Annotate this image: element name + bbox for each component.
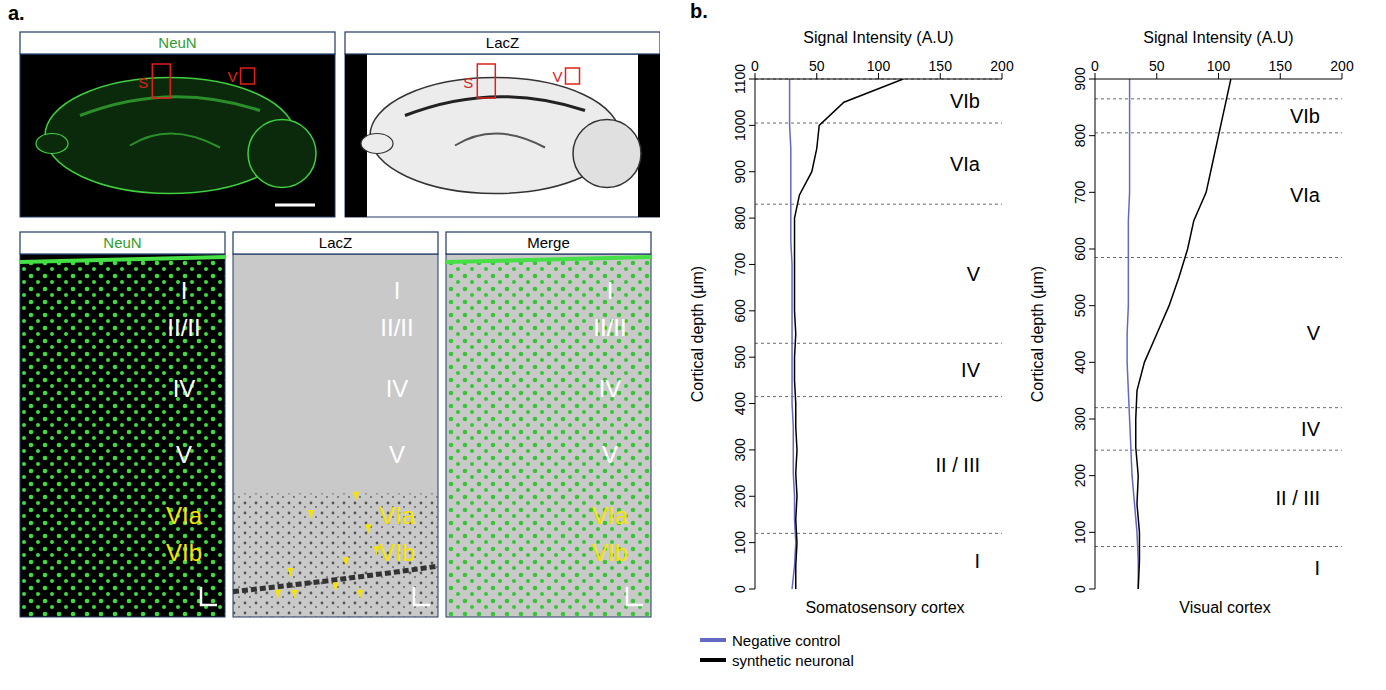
svg-text:VIb: VIb [592, 539, 628, 566]
svg-text:VIa: VIa [950, 153, 981, 175]
svg-text:VIb: VIb [166, 539, 202, 566]
svg-text:700: 700 [732, 253, 748, 277]
html-text:b.: b. [690, 0, 708, 22]
svg-text:200: 200 [732, 484, 748, 508]
svg-text:Signal Intensity (A.U): Signal Intensity (A.U) [803, 29, 953, 46]
svg-text:600: 600 [1072, 237, 1088, 261]
svg-text:500: 500 [1072, 294, 1088, 318]
svg-text:0: 0 [1091, 58, 1099, 74]
svg-text:Signal Intensity (A.U): Signal Intensity (A.U) [1143, 29, 1293, 46]
svg-text:50: 50 [809, 58, 825, 74]
svg-text:NeuN: NeuN [103, 234, 141, 251]
svg-text:400: 400 [732, 392, 748, 416]
svg-text:VIa: VIa [166, 502, 203, 529]
svg-text:100: 100 [1207, 58, 1231, 74]
svg-text:150: 150 [929, 58, 953, 74]
svg-text:VIb: VIb [950, 90, 980, 112]
svg-text:900: 900 [1072, 67, 1088, 91]
svg-text:V: V [552, 68, 562, 85]
svg-text:V: V [967, 263, 981, 285]
svg-text:800: 800 [732, 206, 748, 230]
svg-text:Cortical depth (μm): Cortical depth (μm) [1030, 266, 1046, 402]
svg-text:V: V [1307, 322, 1321, 344]
svg-text:100: 100 [1072, 520, 1088, 544]
html-text:synthetic neuronal: synthetic neuronal [732, 651, 854, 669]
svg-text:IV: IV [173, 375, 196, 402]
svg-text:100: 100 [732, 531, 748, 555]
svg-text:0: 0 [732, 585, 748, 593]
svg-text:V: V [176, 441, 192, 468]
svg-text:IV: IV [599, 375, 622, 402]
svg-text:1000: 1000 [732, 110, 748, 141]
svg-text:500: 500 [732, 345, 748, 369]
svg-text:800: 800 [1072, 124, 1088, 148]
svg-text:VIb: VIb [379, 539, 415, 566]
svg-text:I: I [974, 550, 980, 572]
svg-text:200: 200 [1072, 464, 1088, 488]
svg-text:a.: a. [8, 2, 25, 24]
svg-text:II/II: II/II [380, 314, 413, 341]
svg-text:100: 100 [867, 58, 891, 74]
svg-text:IV: IV [1301, 418, 1321, 440]
svg-text:400: 400 [1072, 350, 1088, 374]
html-text:Visual cortex: Visual cortex [1179, 599, 1271, 616]
svg-text:V: V [227, 68, 237, 85]
svg-text:I: I [394, 277, 401, 304]
svg-text:700: 700 [1072, 180, 1088, 204]
svg-text:S: S [463, 74, 473, 91]
svg-text:IV: IV [961, 359, 981, 381]
svg-text:I: I [1314, 557, 1320, 579]
svg-text:II / III: II / III [936, 454, 980, 476]
svg-text:II / III: II / III [1276, 487, 1320, 509]
svg-text:V: V [602, 441, 618, 468]
svg-text:I: I [181, 277, 188, 304]
svg-text:LacZ: LacZ [486, 34, 519, 51]
svg-text:Merge: Merge [527, 234, 570, 251]
svg-text:300: 300 [1072, 407, 1088, 431]
svg-text:S: S [138, 74, 148, 91]
svg-text:600: 600 [732, 299, 748, 323]
svg-text:V: V [389, 441, 405, 468]
svg-text:VIa: VIa [592, 502, 629, 529]
svg-text:200: 200 [990, 58, 1014, 74]
svg-text:900: 900 [732, 160, 748, 184]
svg-text:300: 300 [732, 438, 748, 462]
svg-text:LacZ: LacZ [319, 234, 352, 251]
svg-text:IV: IV [386, 375, 409, 402]
svg-text:II/II: II/II [593, 314, 626, 341]
svg-text:Cortical depth (μm): Cortical depth (μm) [690, 266, 706, 402]
svg-text:0: 0 [1072, 585, 1088, 593]
svg-text:VIa: VIa [379, 502, 416, 529]
html-text:Somatosensory cortex: Somatosensory cortex [805, 599, 965, 616]
svg-text:200: 200 [1330, 58, 1354, 74]
svg-text:II/II: II/II [167, 314, 200, 341]
html-text:Negative control: Negative control [732, 631, 841, 649]
svg-text:150: 150 [1269, 58, 1293, 74]
svg-text:I: I [607, 277, 614, 304]
svg-text:0: 0 [751, 58, 759, 74]
svg-text:50: 50 [1149, 58, 1165, 74]
svg-text:1100: 1100 [732, 64, 748, 94]
svg-text:NeuN: NeuN [158, 34, 196, 51]
svg-text:VIa: VIa [1290, 184, 1321, 206]
svg-text:VIb: VIb [1290, 105, 1320, 127]
